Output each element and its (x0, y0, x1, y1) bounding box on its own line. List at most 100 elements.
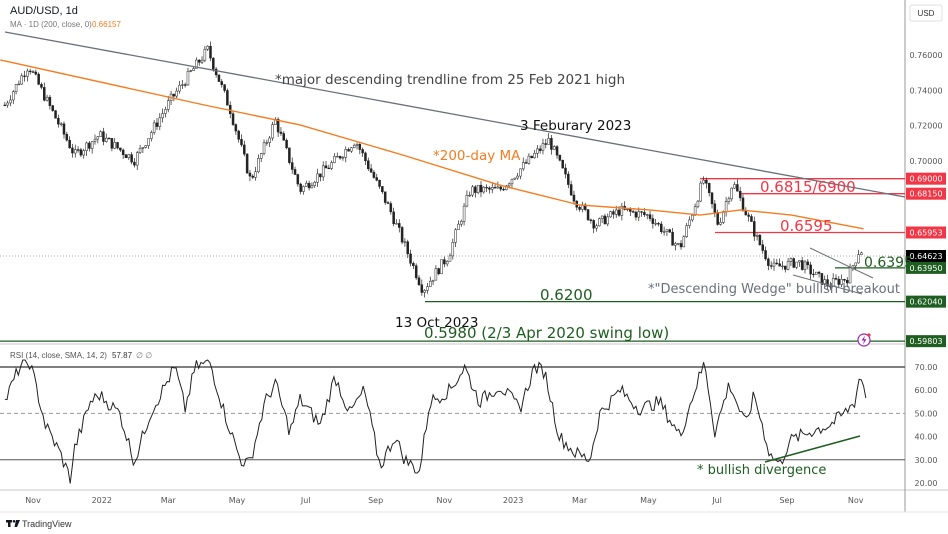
candle-body (682, 236, 686, 248)
price-label: 0.69000 (909, 175, 942, 184)
candle-body (772, 262, 776, 267)
candle-body (414, 265, 418, 279)
candle-body (110, 138, 114, 149)
candle-body (347, 149, 350, 152)
candle-body (37, 73, 40, 85)
candle-body (113, 142, 116, 149)
candle-body (375, 177, 378, 181)
tradingview-brand[interactable]: TradingView (22, 519, 72, 529)
candle-body (403, 241, 407, 243)
candle-body (226, 90, 229, 106)
candle-body (409, 253, 412, 264)
lightning-alert-icon[interactable] (857, 333, 871, 347)
candle-body (606, 216, 610, 225)
currency-button[interactable] (909, 4, 943, 22)
candle-body (121, 149, 125, 156)
candle-body (307, 182, 311, 189)
candle-body (192, 68, 195, 71)
candle-body (699, 182, 702, 202)
candle-body (614, 209, 618, 215)
candle-body (54, 110, 57, 119)
time-tick-label: May (640, 496, 657, 505)
candle-body (572, 194, 576, 202)
candle-body (583, 204, 587, 210)
candle-body (367, 160, 370, 169)
candle-body (324, 165, 328, 169)
candle-body (840, 279, 843, 285)
candle-body (586, 209, 590, 221)
candle-body (620, 205, 624, 216)
candle-body (164, 109, 167, 114)
wedge-upper-line (809, 247, 874, 279)
candle-body (338, 156, 342, 159)
candle-body (755, 234, 759, 237)
candle-body (457, 223, 460, 230)
candle-body (860, 252, 863, 255)
symbol-title[interactable]: AUD/USD, 1d (10, 5, 78, 17)
candle-body (764, 250, 767, 260)
tradingview-logo-icon[interactable] (6, 520, 20, 527)
candle-body (372, 171, 376, 178)
candle-body (220, 81, 224, 85)
candle-body (848, 267, 852, 284)
rsi-legend[interactable]: RSI (14, close, SMA, 14, 2) (10, 351, 107, 360)
candle-body (251, 175, 255, 178)
time-tick-label: Nov (848, 496, 864, 505)
candle-body (468, 194, 471, 197)
candle-body (744, 210, 748, 216)
candle-body (59, 123, 63, 125)
ma200-line (0, 59, 864, 230)
price-label-badge (906, 187, 946, 200)
candle-body (544, 143, 548, 145)
candle-body (626, 208, 629, 211)
candle-body (102, 131, 105, 142)
candle-body (519, 168, 522, 177)
candle-body (592, 220, 595, 229)
price-tick-label: 0.70000 (909, 157, 942, 166)
candle-body (479, 184, 483, 193)
candle-body (119, 147, 122, 151)
candle-body (569, 184, 573, 196)
candle-body (282, 133, 286, 141)
candle-body (792, 258, 795, 268)
candle-body (138, 148, 142, 153)
candle-body (68, 139, 71, 149)
candle-body (767, 258, 770, 266)
candle-body (789, 258, 793, 262)
candle-body (843, 279, 846, 281)
candle-body (378, 179, 381, 187)
candle-body (612, 211, 615, 215)
candle-body (823, 279, 826, 285)
candle-body (26, 70, 29, 77)
price-label: 0.68150 (909, 190, 942, 199)
candle-body (62, 123, 66, 135)
candle-body (240, 139, 243, 146)
candle-body (268, 137, 271, 143)
candle-body (552, 146, 556, 150)
candle-body (645, 214, 649, 216)
time-tick-label: Jul (300, 496, 311, 505)
candle-body (127, 154, 131, 159)
candle-body (141, 147, 145, 149)
candle-body (837, 278, 841, 285)
candle-body (107, 137, 111, 140)
candle-body (34, 71, 38, 75)
price-label: 0.65953 (909, 229, 942, 238)
candle-body (674, 243, 677, 246)
price-label-badge (906, 335, 946, 348)
resistance-high-annotation: 0.6815/6900 (760, 178, 856, 196)
drawings (4, 31, 906, 295)
candle-body (485, 186, 488, 189)
time-tick-label: 2023 (503, 496, 523, 505)
candle-body (474, 186, 477, 193)
candle-body (716, 212, 719, 225)
candle-body (738, 190, 742, 199)
candle-body (290, 162, 294, 170)
candle-body (493, 187, 497, 189)
ma-legend[interactable]: MA · 1D (200, close, 0) (10, 20, 92, 29)
oct-low-annotation: 13 Oct 2023 (395, 315, 478, 331)
price-label-badge (906, 172, 946, 185)
candle-body (778, 263, 781, 267)
